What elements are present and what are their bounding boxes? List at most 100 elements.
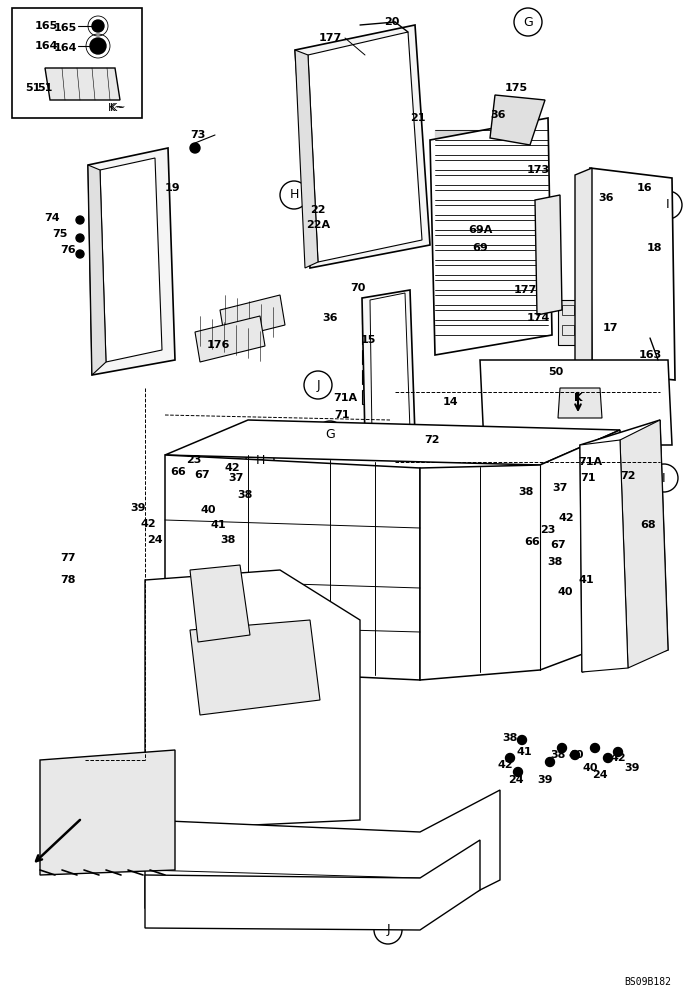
Circle shape [518, 736, 526, 744]
Text: 15: 15 [361, 335, 376, 345]
Text: K: K [574, 393, 583, 403]
Circle shape [604, 306, 612, 314]
Text: 69A: 69A [468, 225, 492, 235]
Circle shape [189, 464, 198, 473]
Text: 173: 173 [526, 165, 550, 175]
Circle shape [640, 352, 648, 360]
Text: 71A: 71A [578, 457, 602, 467]
Circle shape [640, 260, 648, 268]
Circle shape [604, 191, 612, 199]
Circle shape [616, 306, 624, 314]
Text: H: H [290, 188, 299, 202]
Circle shape [640, 237, 648, 245]
Circle shape [90, 38, 106, 54]
Text: K~: K~ [108, 103, 125, 113]
Text: 42: 42 [224, 463, 240, 473]
Text: 39: 39 [624, 763, 640, 773]
Circle shape [628, 260, 636, 268]
Polygon shape [295, 50, 318, 268]
Circle shape [546, 758, 555, 766]
Bar [568, 398, 590, 410]
Text: 176: 176 [206, 340, 230, 350]
Text: J: J [386, 924, 390, 936]
Polygon shape [295, 25, 430, 268]
Text: 174: 174 [526, 313, 550, 323]
Bar [624, 488, 646, 502]
Circle shape [654, 191, 682, 219]
Text: 40: 40 [583, 763, 598, 773]
Circle shape [592, 260, 600, 268]
Circle shape [74, 837, 90, 853]
Circle shape [592, 306, 600, 314]
Polygon shape [165, 420, 620, 465]
Polygon shape [480, 360, 672, 445]
Circle shape [652, 352, 660, 360]
Text: 41: 41 [210, 520, 226, 530]
Text: 18: 18 [647, 243, 662, 253]
Text: 41: 41 [516, 747, 532, 757]
Bar [312, 185, 332, 200]
Text: 51: 51 [38, 83, 53, 93]
Polygon shape [145, 790, 500, 920]
Text: 78: 78 [61, 575, 76, 585]
Text: 17: 17 [602, 323, 618, 333]
Circle shape [168, 472, 177, 481]
Text: H: H [255, 454, 264, 466]
Bar [308, 180, 338, 225]
Circle shape [246, 446, 274, 474]
Polygon shape [590, 168, 675, 380]
Text: 165: 165 [54, 23, 77, 33]
Text: 16: 16 [636, 183, 652, 193]
Circle shape [534, 550, 542, 560]
Circle shape [604, 260, 612, 268]
Polygon shape [190, 620, 320, 715]
Circle shape [553, 510, 562, 520]
Polygon shape [580, 440, 628, 672]
Circle shape [651, 347, 657, 353]
Text: 42: 42 [610, 753, 626, 763]
Circle shape [54, 817, 110, 873]
Bar [362, 350, 382, 364]
Circle shape [76, 250, 84, 258]
Text: 40: 40 [568, 750, 584, 760]
Polygon shape [88, 148, 175, 375]
Text: 36: 36 [322, 313, 338, 323]
Circle shape [64, 827, 100, 863]
Bar [312, 205, 332, 220]
Polygon shape [490, 95, 545, 145]
Circle shape [190, 143, 200, 153]
Circle shape [76, 234, 84, 242]
Circle shape [640, 329, 648, 337]
Circle shape [652, 237, 660, 245]
Circle shape [628, 237, 636, 245]
Text: BS09B182: BS09B182 [624, 977, 672, 987]
Circle shape [592, 237, 600, 245]
Circle shape [514, 768, 523, 776]
Circle shape [640, 214, 648, 222]
Circle shape [640, 306, 648, 314]
Text: 72: 72 [425, 435, 440, 445]
Circle shape [517, 425, 523, 431]
Polygon shape [430, 118, 552, 355]
Circle shape [555, 584, 564, 592]
Text: 20: 20 [384, 17, 400, 27]
Polygon shape [45, 68, 120, 100]
Circle shape [616, 329, 624, 337]
Text: 21: 21 [410, 113, 426, 123]
Circle shape [280, 181, 308, 209]
Bar [362, 310, 382, 324]
Circle shape [571, 750, 580, 760]
Circle shape [652, 283, 660, 291]
Text: 175: 175 [505, 83, 528, 93]
Text: 177: 177 [514, 285, 537, 295]
Circle shape [544, 495, 553, 504]
Bar [362, 370, 382, 384]
Circle shape [616, 260, 624, 268]
Text: 164: 164 [35, 41, 58, 51]
Text: 38: 38 [551, 750, 566, 760]
Text: 75: 75 [52, 229, 68, 239]
Circle shape [616, 237, 624, 245]
Circle shape [592, 283, 600, 291]
Text: 19: 19 [164, 183, 180, 193]
Text: I: I [666, 198, 670, 212]
